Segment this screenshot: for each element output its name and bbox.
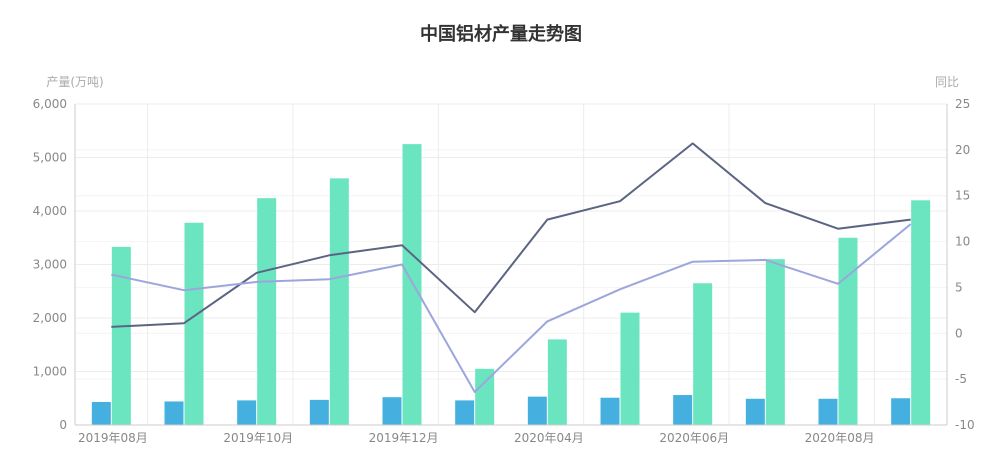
x-tick-label: 2019年08月 <box>78 431 148 445</box>
right-tick-label: 15 <box>955 189 970 203</box>
bar <box>600 397 620 425</box>
left-axis-title: 产量(万吨) <box>46 75 103 89</box>
left-tick-label: 0 <box>59 418 67 432</box>
bar <box>402 144 422 425</box>
right-tick-label: 25 <box>955 97 970 111</box>
bar <box>475 368 495 425</box>
bar <box>818 398 838 425</box>
left-tick-label: 5,000 <box>33 151 67 165</box>
x-tick-label: 2019年12月 <box>369 431 439 445</box>
x-tick-label: 2020年08月 <box>805 431 875 445</box>
left-tick-label: 6,000 <box>33 97 67 111</box>
left-tick-label: 4,000 <box>33 204 67 218</box>
left-tick-label: 3,000 <box>33 258 67 272</box>
bar <box>911 200 931 425</box>
bar <box>237 400 257 425</box>
x-tick-label: 2020年04月 <box>514 431 584 445</box>
bar <box>838 237 858 425</box>
bar <box>309 399 329 425</box>
right-tick-label: -10 <box>955 418 975 432</box>
bar-series <box>91 144 931 425</box>
bar <box>673 395 693 425</box>
right-tick-label: -5 <box>955 372 967 386</box>
bar <box>111 246 131 425</box>
x-tick-label: 2020年06月 <box>659 431 729 445</box>
right-tick-label: 10 <box>955 235 970 249</box>
series-line <box>111 223 912 393</box>
right-tick-label: 0 <box>955 326 963 340</box>
right-tick-label: 20 <box>955 143 970 157</box>
bar <box>382 397 402 425</box>
bar <box>745 398 765 425</box>
bar <box>693 283 713 425</box>
bar <box>184 222 204 425</box>
right-tick-label: 5 <box>955 280 963 294</box>
left-tick-label: 1,000 <box>33 365 67 379</box>
bar <box>91 401 111 425</box>
bar <box>257 198 277 425</box>
bar <box>547 339 567 425</box>
axes: 0 1,000 2,000 3,000 4,000 5,000 6,000 -10 -5 0 5 10… <box>33 97 975 445</box>
x-tick-label: 2019年10月 <box>223 431 293 445</box>
line-series <box>111 142 912 393</box>
bar <box>891 398 911 425</box>
bar <box>455 400 475 425</box>
left-tick-label: 2,000 <box>33 311 67 325</box>
bar <box>527 396 547 425</box>
chart-title: 中国铝材产量走势图 <box>420 23 582 45</box>
bar <box>765 259 785 425</box>
bar <box>329 178 349 425</box>
bar <box>620 312 640 425</box>
series-line <box>111 142 911 328</box>
bar <box>164 401 184 425</box>
right-axis-title: 同比 <box>935 75 959 89</box>
